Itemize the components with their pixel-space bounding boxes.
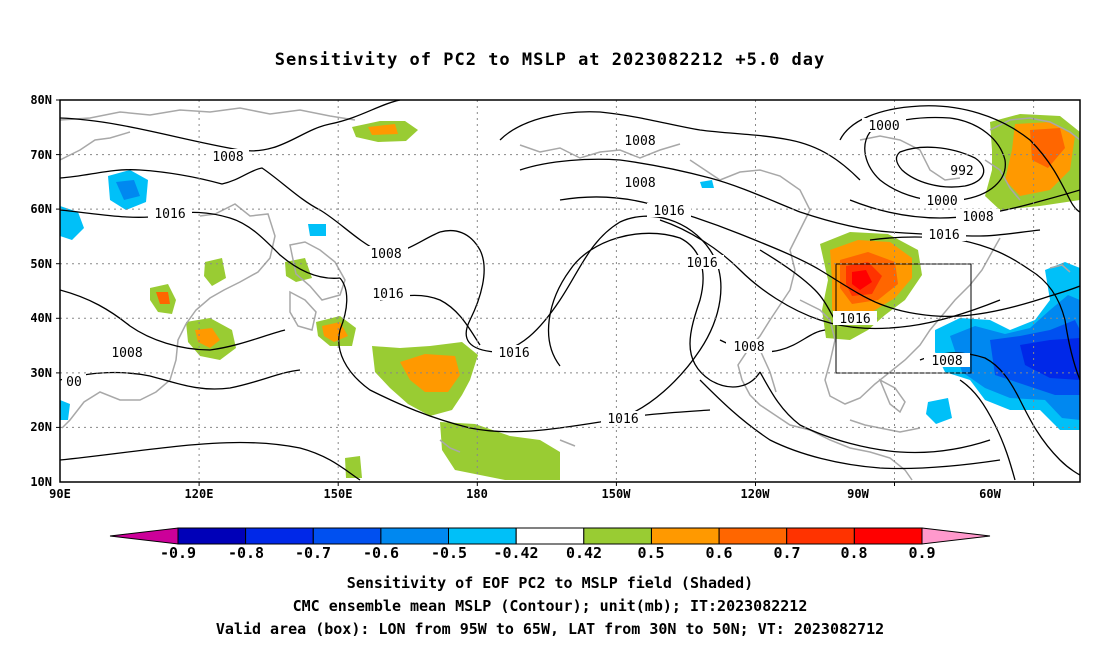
contour-label: 1016 xyxy=(653,204,684,219)
footer-line-contour: CMC ensemble mean MSLP (Contour); unit(m… xyxy=(292,597,808,615)
colorbar-label: -0.6 xyxy=(363,544,399,562)
colorbar-swatch xyxy=(786,527,855,545)
colorbar-label: -0.42 xyxy=(493,544,538,562)
colorbar-label: -0.7 xyxy=(295,544,331,562)
shade-neg-region xyxy=(926,398,952,424)
shade-pos-region xyxy=(204,258,226,286)
colorbar-swatch xyxy=(718,527,788,545)
footer-line-shaded: Sensitivity of EOF PC2 to MSLP field (Sh… xyxy=(346,574,754,592)
colorbar-swatch xyxy=(651,527,720,545)
shade-pos-region xyxy=(156,292,170,304)
contour-label: 1016 xyxy=(607,412,638,427)
map-title: Sensitivity of PC2 to MSLP at 2023082212… xyxy=(274,50,826,70)
colorbar-label: 0.42 xyxy=(566,544,602,562)
map-frame xyxy=(59,99,1081,483)
contour-label: 1008 xyxy=(212,150,243,165)
lat-label: 60N xyxy=(30,202,52,216)
contour-label: 1008 xyxy=(370,247,401,262)
shade-neg-region xyxy=(308,224,326,236)
colorbar-swatch xyxy=(380,527,449,545)
lat-label: 30N xyxy=(30,366,52,380)
colorbar-label: 0.8 xyxy=(840,544,867,562)
shade-neg-region xyxy=(700,180,714,188)
graticule xyxy=(60,100,1080,482)
colorbar-label: -0.8 xyxy=(228,544,264,562)
contour-label: 1016 xyxy=(686,256,717,271)
colorbar: -0.9 -0.8 -0.7 -0.6 -0.5 -0.42 0.42 0.5 … xyxy=(109,527,991,562)
shade-pos-region xyxy=(195,328,220,348)
colorbar-boxes xyxy=(177,527,923,545)
contour-label: 1016 xyxy=(154,207,185,222)
shade-pos-region xyxy=(440,422,560,480)
shade-pos-region xyxy=(400,354,460,392)
contour-label: 1016 xyxy=(372,287,403,302)
lon-label: 180 xyxy=(466,487,488,501)
colorbar-label: -0.5 xyxy=(431,544,467,562)
contour-label: 1016 xyxy=(839,312,870,327)
lat-axis: 80N 70N 60N 50N 40N 30N 20N 10N xyxy=(30,93,60,489)
lat-label: 50N xyxy=(30,257,52,271)
shade-pos-region xyxy=(368,124,398,135)
colorbar-swatch xyxy=(515,527,585,545)
colorbar-label: 0.5 xyxy=(637,544,664,562)
lon-axis: 90E 120E 150E 180 150W 120W 90W 60W xyxy=(49,482,1035,501)
contour-label: 1000 xyxy=(926,194,957,209)
colorbar-label: 0.6 xyxy=(705,544,732,562)
contour-label: 00 xyxy=(66,375,82,390)
lat-label: 10N xyxy=(30,475,52,489)
lat-label: 80N xyxy=(30,93,52,107)
lat-label: 70N xyxy=(30,148,52,162)
shade-pos-region xyxy=(852,270,872,290)
colorbar-swatch xyxy=(448,527,517,545)
footer-line-valid-area: Valid area (box): LON from 95W to 65W, L… xyxy=(215,620,885,638)
coastlines xyxy=(60,107,1080,481)
colorbar-swatch xyxy=(312,527,382,545)
contour-label: 992 xyxy=(950,164,973,179)
lat-label: 40N xyxy=(30,311,52,325)
lon-label: 90E xyxy=(49,487,71,501)
colorbar-label: -0.9 xyxy=(160,544,196,562)
lat-label: 20N xyxy=(30,420,52,434)
colorbar-swatch xyxy=(853,527,923,545)
shade-neg-region xyxy=(1020,338,1080,380)
contour-label: 1008 xyxy=(733,340,764,355)
colorbar-labels: -0.9 -0.8 -0.7 -0.6 -0.5 -0.42 0.42 0.5 … xyxy=(160,544,936,562)
contour-label: 1008 xyxy=(962,210,993,225)
contour-label-group: 1008 1016 1016 1008 1008 1016 1016 1008 … xyxy=(62,118,1000,427)
shade-pos-region xyxy=(1030,128,1065,168)
contour-label: 1008 xyxy=(111,346,142,361)
lon-label: 150W xyxy=(602,487,632,501)
contour-label: 1008 xyxy=(931,354,962,369)
contour-label: 1016 xyxy=(498,346,529,361)
lon-label: 60W xyxy=(979,487,1001,501)
colorbar-high-arrow xyxy=(921,527,991,545)
shade-neg-region xyxy=(60,206,84,240)
contour-label: 1008 xyxy=(624,134,655,149)
colorbar-swatch xyxy=(583,527,652,545)
colorbar-label: 0.9 xyxy=(908,544,935,562)
shade-neg-region xyxy=(60,400,70,420)
colorbar-label: 0.7 xyxy=(773,544,800,562)
contour-label: 1016 xyxy=(928,228,959,243)
contour-label: 1000 xyxy=(868,119,899,134)
lon-label: 150E xyxy=(324,487,353,501)
shade-neg-region xyxy=(116,180,140,200)
colorbar-low-arrow xyxy=(109,527,179,545)
colorbar-swatch xyxy=(245,527,314,545)
lon-label: 120W xyxy=(741,487,771,501)
contour-label: 1008 xyxy=(624,176,655,191)
colorbar-swatch xyxy=(177,527,247,545)
lon-label: 120E xyxy=(185,487,214,501)
lon-label: 90W xyxy=(847,487,869,501)
